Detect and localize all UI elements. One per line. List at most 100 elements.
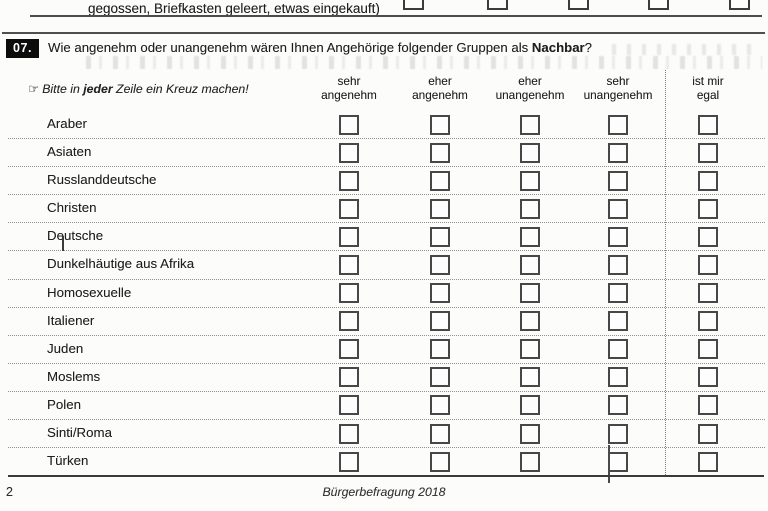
checkbox[interactable] [698,367,718,388]
checkbox[interactable] [698,170,718,191]
checkbox[interactable] [339,114,359,135]
checkbox[interactable] [339,339,359,360]
checkbox[interactable] [520,423,540,444]
checkbox[interactable] [608,311,628,332]
checkbox[interactable] [520,170,540,191]
table-row: Polen [8,392,765,421]
checkbox[interactable] [430,311,450,332]
checkbox[interactable] [339,170,359,191]
checkbox[interactable] [430,142,450,163]
checkbox[interactable] [698,226,718,247]
checkbox[interactable] [520,283,540,304]
checkbox[interactable] [608,170,628,191]
row-label: Sinti/Roma [47,425,113,441]
checkbox[interactable] [520,142,540,163]
table-row: Asiaten [8,139,765,168]
checkbox[interactable] [520,254,540,275]
checkbox[interactable] [430,226,450,247]
checkbox[interactable] [430,254,450,275]
checkbox[interactable] [698,395,718,416]
pointing-hand-icon: ☞ [28,82,40,96]
checkbox[interactable] [430,451,450,472]
checkbox[interactable] [487,0,508,10]
checkbox[interactable] [430,367,450,388]
checkbox[interactable] [520,395,540,416]
checkbox[interactable] [430,114,450,135]
checkbox[interactable] [608,444,628,483]
checkbox[interactable] [520,226,540,247]
checkbox[interactable] [339,311,359,332]
column-header: sehr angenehm [321,74,377,102]
checkbox[interactable] [430,423,450,444]
checkbox[interactable] [339,198,359,219]
checkbox[interactable] [698,198,718,219]
checkbox[interactable] [568,0,589,10]
checkbox[interactable] [430,283,450,304]
table-row: Italiener [8,308,765,336]
checkbox[interactable] [430,339,450,360]
checkbox[interactable] [698,283,718,304]
stray-scan-mark [62,236,64,251]
checkbox[interactable] [608,367,628,388]
column-header: eher angenehm [412,74,468,102]
checkbox[interactable] [608,339,628,360]
checkbox[interactable] [608,142,628,163]
checkbox[interactable] [520,339,540,360]
instruction-bold: jeder [83,82,113,96]
divider-line-section [2,32,765,34]
table-row: Russlanddeutsche [8,167,765,196]
answer-matrix: Araber Asiaten Russlanddeutsche Christen Deu… [8,111,765,483]
checkbox[interactable] [698,339,718,360]
checkbox[interactable] [608,226,628,247]
row-label: Deutsche [47,228,104,244]
checkbox[interactable] [339,395,359,416]
table-row: Deutsche [8,223,765,252]
checkbox[interactable] [729,0,750,10]
checkbox[interactable] [520,198,540,219]
checkbox[interactable] [520,114,540,135]
checkbox[interactable] [520,311,540,332]
scan-bleedthrough-artifact [86,56,762,69]
checkbox[interactable] [339,367,359,388]
question-number-badge: 07. [6,39,39,58]
table-row: Araber [8,111,765,140]
checkbox[interactable] [698,423,718,444]
row-label: Homosexuelle [47,284,132,300]
checkbox[interactable] [339,142,359,163]
checkbox[interactable] [698,451,718,472]
checkbox[interactable] [339,423,359,444]
question-text-part: Wie angenehm oder unangenehm wären Ihnen… [48,40,532,55]
checkbox[interactable] [698,142,718,163]
checkbox[interactable] [698,254,718,275]
checkbox[interactable] [608,395,628,416]
checkbox[interactable] [608,254,628,275]
checkbox[interactable] [608,423,628,444]
row-label: Asiaten [47,144,92,160]
row-label: Dunkelhäutige aus Afrika [47,256,195,272]
row-label: Juden [47,340,84,356]
checkbox[interactable] [430,395,450,416]
checkbox[interactable] [430,198,450,219]
survey-title: Bürgerbefragung 2018 [322,485,446,499]
checkbox[interactable] [339,254,359,275]
table-row: Juden [8,336,765,364]
checkbox[interactable] [698,114,718,135]
checkbox[interactable] [608,198,628,219]
row-label: Polen [47,396,82,412]
table-row: Dunkelhäutige aus Afrika [8,251,765,280]
checkbox[interactable] [608,114,628,135]
checkbox[interactable] [339,283,359,304]
checkbox[interactable] [520,367,540,388]
checkbox[interactable] [430,170,450,191]
row-label: Araber [47,116,87,131]
checkbox[interactable] [698,311,718,332]
checkbox[interactable] [339,226,359,247]
instruction-part: Zeile ein Kreuz machen! [112,82,249,96]
checkbox[interactable] [403,0,424,10]
checkbox[interactable] [648,0,669,10]
checkbox[interactable] [520,451,540,472]
checkbox[interactable] [608,283,628,304]
checkbox[interactable] [339,451,359,472]
table-row: Homosexuelle [8,280,765,308]
